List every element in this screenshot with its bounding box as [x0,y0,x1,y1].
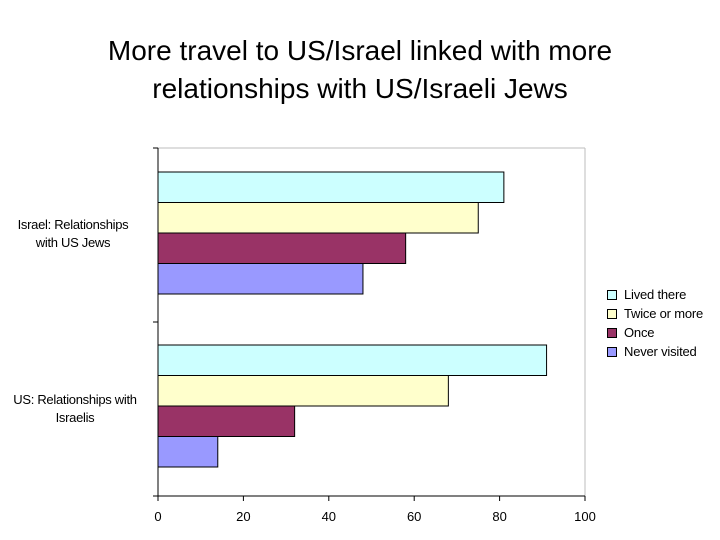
x-tick-label: 100 [574,509,596,524]
legend-swatch [607,289,617,300]
legend-item: Twice or more [607,304,717,323]
legend-label: Never visited [624,344,697,359]
category-label-line: US: Relationships with [13,392,137,407]
bar-once-1 [157,232,407,264]
bar-once-2 [157,405,296,437]
chart-title: More travel to US/Israel linked with mor… [0,32,720,108]
legend-label: Once [624,325,655,340]
legend-label: Lived there [624,287,687,302]
x-tick-label: 60 [406,509,422,524]
legend-label: Twice or more [624,306,704,321]
category-label-line: with US Jews [35,235,111,250]
chart-title-line-1: More travel to US/Israel linked with mor… [107,35,613,66]
category-label-2: US: Relationships with Israelis [0,391,150,427]
legend-item: Lived there [607,285,717,304]
x-tick-label: 0 [154,509,162,524]
bar-never-visited-2 [157,436,219,468]
chart-legend: Lived there Twice or more Once Never visite… [607,285,717,361]
legend-item: Never visited [607,342,717,361]
x-tick-label: 20 [236,509,251,524]
legend-swatch [607,346,617,357]
x-tick-label: 80 [492,509,507,524]
chart-title-line-2: relationships with US/Israeli Jews [152,73,568,104]
bar-twice-or-more-2 [157,375,449,407]
category-label-line: Israelis [55,410,95,425]
x-tick-label: 40 [321,509,337,524]
category-label-1: Israel: Relationships with US Jews [0,216,148,252]
bar-lived-there-1 [157,171,505,203]
legend-swatch [607,327,617,338]
category-label-line: Israel: Relationships [17,217,129,232]
legend-item: Once [607,323,717,342]
legend-swatch [607,308,617,319]
bar-twice-or-more-1 [157,202,479,234]
bar-lived-there-2 [157,344,548,376]
bar-never-visited-1 [157,263,364,295]
